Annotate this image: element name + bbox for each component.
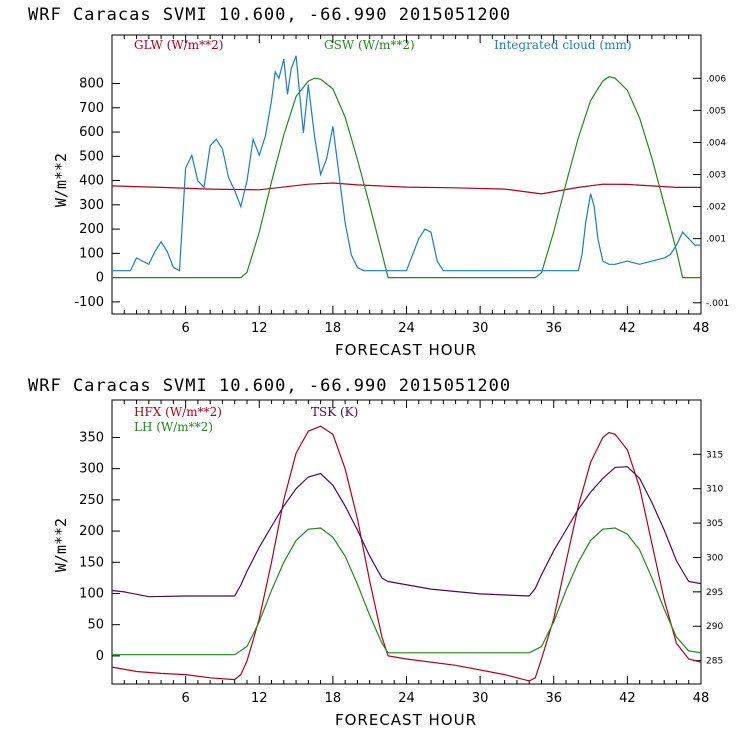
series-line-lh — [112, 527, 702, 656]
chart-top-ytick-label: 200 — [79, 222, 104, 237]
chart-bottom-ytick-label: 250 — [79, 493, 104, 508]
chart-bottom-xtick-label: 12 — [251, 691, 268, 706]
chart-bottom-y2tick-label: 300 — [706, 553, 723, 563]
chart-bottom-frame — [111, 399, 702, 685]
legend-integrated-cloud: Integrated cloud (mm) — [494, 38, 632, 52]
chart-bottom-xtick-label: 36 — [545, 691, 562, 706]
chart-top-xlabel: FORECAST HOUR — [335, 341, 477, 359]
chart-bottom-xlabel: FORECAST HOUR — [335, 711, 477, 729]
chart-bottom-xtick-label: 48 — [693, 691, 710, 706]
chart-top-xtick-label: 24 — [398, 321, 415, 336]
chart-bottom-title: WRF Caracas SVMI 10.600, -66.990 2015051… — [28, 376, 511, 396]
chart-bottom-xtick-label: 6 — [181, 691, 189, 706]
chart-top-series — [111, 55, 701, 279]
legend-glw: GLW (W/m**2) — [134, 38, 223, 52]
chart-bottom-y2tick-label: 305 — [706, 519, 723, 529]
chart-top: WRF Caracas SVMI 10.600, -66.990 2015051… — [28, 5, 729, 359]
series-line-gsw — [112, 76, 701, 279]
chart-top-ytick-label: 0 — [96, 271, 104, 286]
chart-top-y2tick-label: .001 — [706, 235, 726, 245]
chart-bottom-ytick-label: 50 — [87, 618, 104, 633]
chart-bottom: WRF Caracas SVMI 10.600, -66.990 2015051… — [28, 376, 723, 729]
chart-top-ytick-label: 700 — [79, 101, 104, 116]
series-line-tsk — [111, 466, 702, 598]
chart-bottom-xtick-label: 30 — [472, 691, 489, 706]
chart-bottom-y2tick-label: 290 — [706, 622, 723, 632]
legend-hfx: HFX (W/m**2) — [134, 405, 222, 419]
chart-top-xtick-label: 36 — [545, 321, 562, 336]
chart-top-xtick-label: 42 — [619, 321, 636, 336]
chart-top-title: WRF Caracas SVMI 10.600, -66.990 2015051… — [28, 5, 511, 25]
chart-top-xtick-label: 18 — [325, 321, 342, 336]
chart-top-ylabel: W/m**2 — [52, 153, 70, 207]
series-line-integrated — [112, 55, 701, 272]
chart-top-xtick-label: 6 — [181, 321, 189, 336]
chart-top-y2tick-label: .006 — [706, 74, 726, 84]
chart-top-ytick-label: 800 — [79, 77, 104, 92]
chart-bottom-xtick-label: 18 — [325, 691, 342, 706]
chart-top-ytick-label: 500 — [79, 149, 104, 164]
chart-bottom-axes: 6 12 18 24 30 36 42 48 0 50 100 150 200 250 300 350 285 2… — [79, 400, 723, 706]
chart-top-y2tick-label: .002 — [706, 203, 726, 213]
chart-bottom-y2tick-label: 295 — [706, 588, 723, 598]
chart-bottom-series — [111, 425, 702, 682]
chart-bottom-xtick-label: 24 — [398, 691, 415, 706]
chart-bottom-ytick-label: 350 — [79, 430, 104, 445]
chart-top-y2tick-label: -.001 — [706, 299, 729, 309]
chart-bottom-y2tick-label: 285 — [706, 657, 723, 667]
chart-bottom-ylabel: W/m**2 — [52, 518, 70, 572]
chart-top-ytick-label: 400 — [79, 174, 104, 189]
chart-top-xtick-label: 12 — [251, 321, 268, 336]
legend-tsk: TSK (K) — [311, 405, 358, 419]
legend-lh: LH (W/m**2) — [134, 420, 213, 434]
chart-bottom-ytick-label: 100 — [79, 586, 104, 601]
chart-top-xtick-label: 30 — [472, 321, 489, 336]
series-line-glw — [111, 182, 701, 195]
legend-gsw: GSW (W/m**2) — [324, 38, 415, 52]
chart-top-xtick-label: 48 — [693, 321, 710, 336]
chart-bottom-y2tick-label: 315 — [706, 450, 723, 460]
chart-bottom-xtick-label: 42 — [619, 691, 636, 706]
chart-top-frame — [111, 34, 702, 315]
chart-top-ytick-label: 300 — [79, 198, 104, 213]
chart-bottom-ytick-label: 150 — [79, 555, 104, 570]
series-line-hfx — [111, 425, 702, 682]
chart-bottom-y2tick-label: 310 — [706, 485, 723, 495]
chart-top-ytick-label: 100 — [79, 246, 104, 261]
chart-bottom-ytick-label: 300 — [79, 462, 104, 477]
chart-bottom-ytick-label: 0 — [96, 649, 104, 664]
chart-bottom-ytick-label: 200 — [79, 524, 104, 539]
chart-top-y2tick-label: .004 — [706, 138, 726, 148]
chart-top-ytick-label: 600 — [79, 125, 104, 140]
chart-top-y2tick-label: .003 — [706, 171, 726, 181]
chart-top-axes: 6 12 18 24 30 36 42 48 -100 0 100 200 300 400 500 600 70… — [74, 35, 729, 336]
chart-top-ytick-label: -100 — [74, 295, 104, 310]
chart-top-y2tick-label: .005 — [706, 106, 726, 116]
